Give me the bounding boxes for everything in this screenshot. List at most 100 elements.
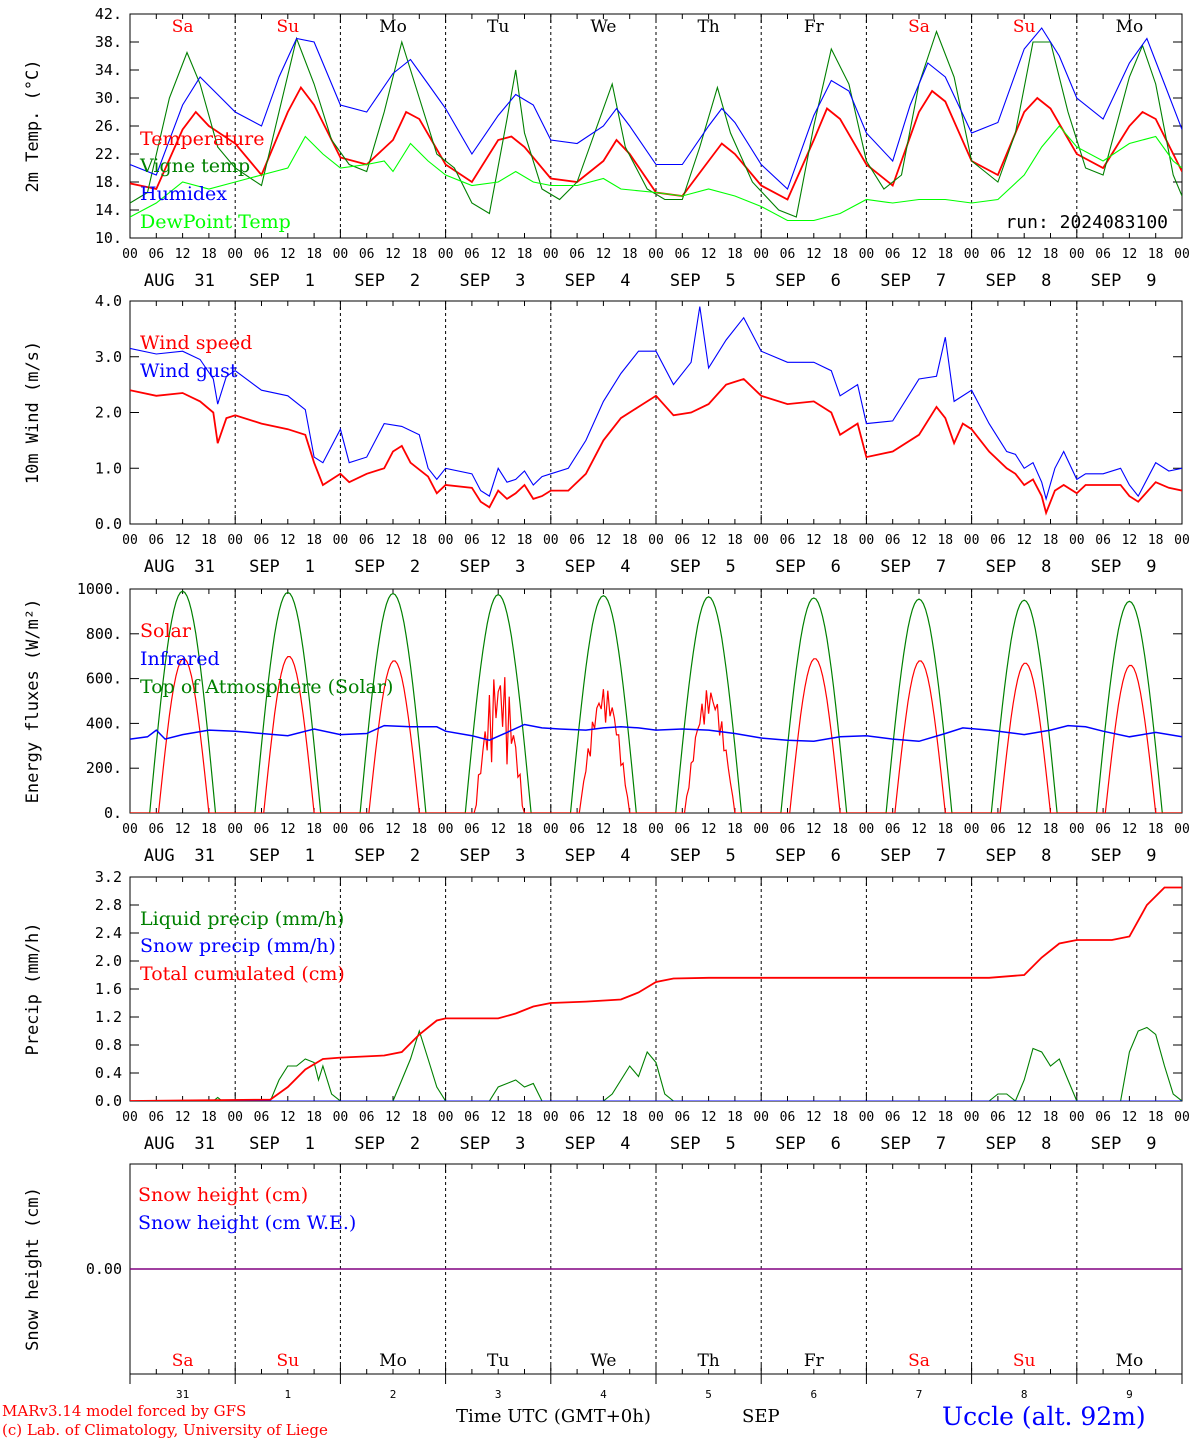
- hour-tick-label: 00: [438, 533, 454, 548]
- day-name-label: We: [590, 17, 616, 37]
- date-label: 6: [831, 557, 841, 577]
- y-tick-label: 600.: [86, 670, 122, 688]
- panel-1: 10. 14. 18. 22. 26. 30. 34. 38. 42. 2m Temp. (°C)…: [23, 5, 1190, 291]
- date-label: 1: [305, 846, 315, 866]
- hour-tick-label: 06: [674, 1110, 690, 1125]
- hour-tick-label: 00: [543, 1110, 559, 1125]
- date-label: 3: [515, 557, 525, 577]
- hour-tick-label: 18: [1043, 247, 1059, 262]
- date-label: 6: [831, 271, 841, 291]
- hour-tick-label: 18: [937, 247, 953, 262]
- month-label: SEP: [565, 271, 596, 291]
- hour-tick-label: 12: [490, 533, 506, 548]
- y-tick-label: 4.0: [95, 292, 122, 310]
- hour-tick-label: 12: [385, 533, 401, 548]
- hour-tick-label: 00: [333, 247, 349, 262]
- hour-tick-label: 06: [1095, 1110, 1111, 1125]
- hour-tick-label: 00: [964, 1110, 980, 1125]
- date-label: 5: [725, 557, 735, 577]
- hour-tick-label: 00: [438, 247, 454, 262]
- hour-tick-label: 18: [1148, 1110, 1164, 1125]
- bottom-date-label: 6: [810, 1388, 817, 1401]
- hour-tick-label: 12: [596, 1110, 612, 1125]
- month-label: SEP: [354, 557, 385, 577]
- bottom-day-name: Th: [697, 1351, 719, 1371]
- hour-tick-label: 06: [780, 822, 796, 837]
- y-tick-label: 2.8: [95, 896, 122, 914]
- hour-tick-label: 18: [1043, 533, 1059, 548]
- hour-tick-label: 12: [806, 533, 822, 548]
- hour-tick-label: 18: [411, 822, 427, 837]
- hour-tick-label: 18: [622, 533, 638, 548]
- y-tick-label: 1000.: [77, 580, 122, 598]
- hour-tick-label: 12: [490, 822, 506, 837]
- toa-solar-line: [130, 590, 1182, 813]
- day-name-label: Sa: [908, 17, 930, 37]
- hour-tick-label: 12: [1016, 247, 1032, 262]
- hour-tick-label: 06: [780, 247, 796, 262]
- hour-tick-label: 06: [148, 822, 164, 837]
- hour-tick-label: 18: [622, 247, 638, 262]
- hour-tick-label: 12: [596, 822, 612, 837]
- hour-tick-label: 12: [701, 1110, 717, 1125]
- date-label: 8: [1041, 846, 1051, 866]
- bottom-date-label: 2: [390, 1388, 397, 1401]
- bottom-day-name: Sa: [172, 1351, 194, 1371]
- hour-tick-label: 12: [280, 822, 296, 837]
- date-label: 4: [620, 271, 630, 291]
- y-tick-label: 0.4: [95, 1064, 122, 1082]
- hour-tick-label: 00: [122, 1110, 138, 1125]
- month-label: SEP: [1091, 846, 1122, 866]
- hour-tick-label: 18: [832, 247, 848, 262]
- month-label: SEP: [354, 1134, 385, 1154]
- infrared-line: [130, 723, 1182, 743]
- month-label: SEP: [1091, 271, 1122, 291]
- hour-tick-label: 00: [1069, 533, 1085, 548]
- hour-tick-label: 12: [911, 1110, 927, 1125]
- hour-tick-label: 00: [648, 1110, 664, 1125]
- date-label: 4: [620, 1134, 630, 1154]
- y-tick-label: 0.8: [95, 1036, 122, 1054]
- hour-tick-label: 12: [280, 1110, 296, 1125]
- month-label: SEP: [775, 557, 806, 577]
- hour-tick-label: 00: [859, 822, 875, 837]
- hour-tick-label: 12: [490, 247, 506, 262]
- bottom-day-name: Tu: [487, 1351, 509, 1371]
- hour-tick-label: 00: [1174, 247, 1190, 262]
- month-label: SEP: [249, 271, 280, 291]
- month-label: SEP: [249, 557, 280, 577]
- hour-tick-label: 00: [333, 1110, 349, 1125]
- hour-tick-label: 06: [464, 533, 480, 548]
- hour-tick-label: 18: [1043, 1110, 1059, 1125]
- hour-tick-label: 18: [1043, 822, 1059, 837]
- series-line-wind-speed: [130, 377, 1182, 516]
- y-tick-label: 0.: [104, 804, 122, 822]
- date-label: 5: [725, 1134, 735, 1154]
- month-label: SEP: [670, 271, 701, 291]
- day-name-label: Mo: [1116, 17, 1144, 37]
- hour-tick-label: 18: [832, 1110, 848, 1125]
- month-label: SEP: [565, 557, 596, 577]
- hour-tick-label: 06: [990, 247, 1006, 262]
- date-label: 31: [194, 271, 214, 291]
- y-tick-label: 2.0: [95, 404, 122, 422]
- date-label: 9: [1146, 271, 1156, 291]
- month-label: AUG: [144, 846, 175, 866]
- hour-tick-label: 12: [490, 1110, 506, 1125]
- series-line-wind-gust: [130, 306, 1182, 501]
- y-tick-label: 10.: [95, 229, 122, 247]
- month-label: SEP: [459, 557, 490, 577]
- bottom-day-name: Su: [1013, 1351, 1036, 1371]
- month-label: SEP: [985, 1134, 1016, 1154]
- hour-tick-label: 12: [385, 822, 401, 837]
- month-label: AUG: [144, 557, 175, 577]
- bottom-day-name: Fr: [804, 1351, 825, 1371]
- hour-tick-label: 12: [1122, 247, 1138, 262]
- hour-tick-label: 06: [569, 533, 585, 548]
- hour-tick-label: 06: [359, 247, 375, 262]
- hour-tick-label: 18: [306, 1110, 322, 1125]
- hour-tick-label: 00: [753, 822, 769, 837]
- month-label: SEP: [249, 846, 280, 866]
- date-label: 2: [410, 271, 420, 291]
